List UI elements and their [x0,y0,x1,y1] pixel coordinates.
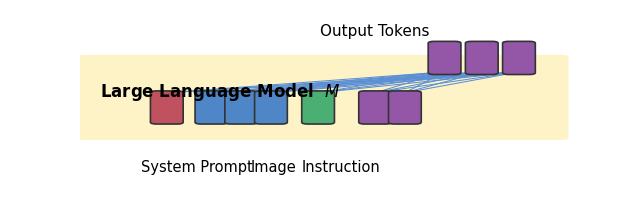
FancyBboxPatch shape [77,56,568,140]
FancyBboxPatch shape [465,42,498,75]
Text: Image: Image [251,159,296,174]
FancyBboxPatch shape [150,91,183,124]
Text: Instruction: Instruction [302,159,381,174]
Text: System Prompt: System Prompt [141,159,252,174]
FancyBboxPatch shape [388,91,421,124]
Text: Large Language Model  $\mathit{M}$: Large Language Model $\mathit{M}$ [100,81,340,103]
FancyBboxPatch shape [225,91,257,124]
Text: Output Tokens: Output Tokens [321,23,430,38]
FancyBboxPatch shape [301,91,335,124]
FancyBboxPatch shape [359,91,392,124]
FancyBboxPatch shape [502,42,535,75]
FancyBboxPatch shape [195,91,228,124]
FancyBboxPatch shape [255,91,287,124]
FancyBboxPatch shape [428,42,461,75]
